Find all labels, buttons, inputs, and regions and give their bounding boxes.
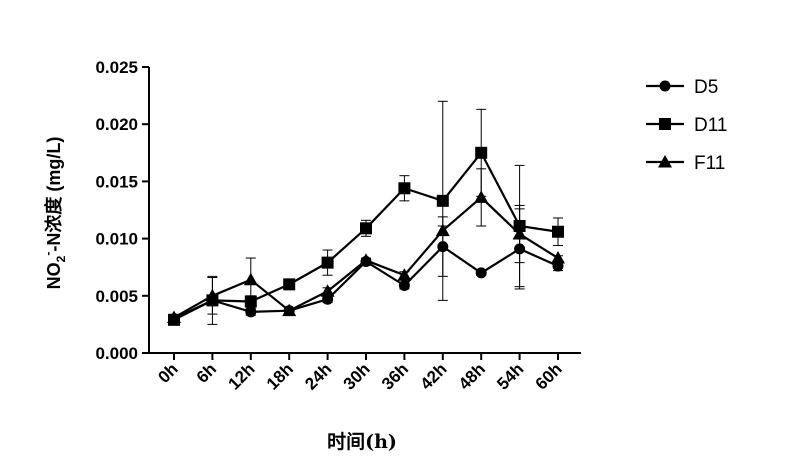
data-point-d5 [245, 306, 257, 318]
x-tick-label: 12h [224, 359, 258, 393]
x-tick-label: 42h [416, 359, 450, 393]
y-tick-label: 0.025 [95, 58, 138, 77]
data-point-d11 [321, 256, 334, 269]
data-point-d11 [360, 222, 372, 235]
y-axis-title: NO2--N浓度 (mg/L) [41, 137, 68, 290]
legend-marker-f11 [658, 155, 672, 168]
data-point-d11 [283, 278, 296, 291]
data-point-d5 [475, 267, 487, 279]
data-point-d5 [437, 241, 449, 253]
x-tick-label: 24h [301, 359, 335, 393]
legend-marker-d11 [659, 118, 671, 130]
y-tick-label: 0.010 [95, 230, 138, 249]
data-point-d11 [552, 225, 564, 238]
x-tick-label: 18h [263, 359, 297, 393]
data-point-f11 [320, 284, 335, 297]
data-point-f11 [359, 253, 373, 266]
axes [142, 66, 581, 360]
data-point-f11 [551, 251, 565, 264]
y-tick-label: 0.005 [95, 287, 138, 306]
data-point-d11 [513, 220, 526, 233]
data-point-f11 [167, 310, 181, 324]
data-point-f11 [435, 223, 450, 237]
y-tick-label: 0.000 [95, 344, 138, 363]
data-point-f11 [397, 268, 412, 281]
y-tick-label: 0.015 [95, 172, 138, 191]
data-point-f11 [205, 288, 220, 302]
x-tick-label: 36h [378, 359, 412, 393]
x-tick-labels: 0h 6h 12h 18h 24h 30h 36h 42h 48h 54h 60h [154, 359, 565, 393]
legend-marker-d5 [659, 80, 671, 92]
data-point-d11 [475, 146, 488, 159]
legend: D5 D11 F11 [646, 77, 727, 174]
legend-label-f11: F11 [694, 153, 725, 174]
legend-label-d5: D5 [694, 77, 718, 98]
data-point-f11 [243, 272, 258, 286]
x-tick-label: 30h [340, 359, 374, 393]
x-tick-label: 54h [493, 359, 527, 393]
y-tick-labels: 0.000 0.005 0.010 0.015 0.020 0.025 [95, 58, 138, 363]
data-point-f11 [512, 227, 527, 240]
x-tick-label: 48h [455, 359, 489, 393]
data-point-d5 [514, 243, 526, 255]
error-bars [169, 100, 563, 325]
data-point-d11 [398, 182, 411, 195]
legend-label-d11: D11 [694, 115, 727, 136]
x-tick-label: 6h [193, 359, 220, 386]
data-point-f11 [282, 303, 297, 317]
data-point-d11 [244, 295, 257, 308]
series-markers [167, 146, 565, 326]
x-tick-label: 0h [154, 359, 181, 386]
data-point-f11 [474, 190, 489, 203]
x-tick-label: 60h [532, 359, 566, 393]
x-axis-title: 时间(h) [327, 431, 397, 453]
y-tick-label: 0.020 [95, 115, 138, 134]
data-point-d5 [398, 280, 410, 292]
data-point-d11 [436, 194, 449, 207]
